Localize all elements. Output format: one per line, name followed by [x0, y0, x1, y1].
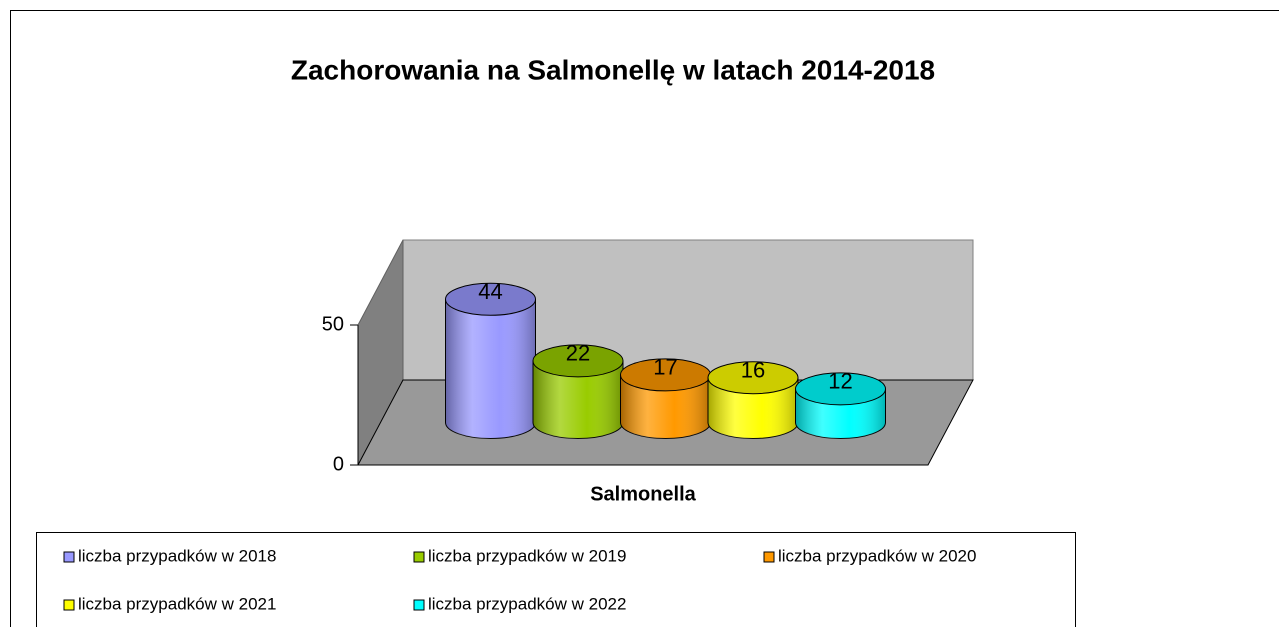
- legend-swatch: [63, 599, 75, 611]
- value-label: 16: [741, 358, 765, 383]
- cylinder-top: [532, 344, 624, 378]
- legend-swatch: [413, 551, 425, 563]
- cylinder-top-shade: [708, 361, 798, 394]
- cylinder-top-shade: [795, 372, 886, 405]
- legend-swatch: [763, 551, 775, 563]
- y-tick-label: 50: [322, 313, 344, 335]
- cylinder-top: [795, 372, 886, 406]
- legend-label: liczba przypadków w 2021: [78, 594, 276, 613]
- cylinder-top-shade: [445, 283, 536, 316]
- legend-swatch: [63, 551, 75, 563]
- cylinder-shade: [533, 360, 623, 439]
- cylinder-top-shade: [620, 358, 711, 391]
- cylinder: [445, 282, 536, 439]
- chart-title: Zachorowania na Salmonellę w latach 2014…: [291, 54, 935, 85]
- cylinder-top: [445, 282, 536, 316]
- legend: [36, 532, 1076, 627]
- cylinder: [620, 358, 711, 439]
- legend-label: liczba przypadków w 2019: [428, 546, 626, 565]
- legend-swatch: [413, 599, 425, 611]
- value-label: 22: [566, 341, 590, 366]
- cylinder-top: [707, 361, 799, 395]
- legend-label: liczba przypadków w 2020: [778, 546, 976, 565]
- cylinder: [532, 344, 624, 439]
- cylinder-top-shade: [533, 344, 623, 377]
- x-category-label: Salmonella: [590, 483, 696, 505]
- y-tick-label: 0: [333, 453, 344, 475]
- cylinder-shade: [620, 374, 711, 439]
- cylinder-shade: [708, 377, 798, 439]
- value-label: 44: [478, 279, 502, 304]
- cylinder-shade: [445, 299, 536, 439]
- legend-label: liczba przypadków w 2018: [78, 546, 276, 565]
- value-label: 12: [828, 369, 852, 394]
- cylinder: [707, 361, 799, 439]
- value-label: 17: [653, 355, 677, 380]
- legend-label: liczba przypadków w 2022: [428, 594, 626, 613]
- cylinder: [795, 372, 886, 439]
